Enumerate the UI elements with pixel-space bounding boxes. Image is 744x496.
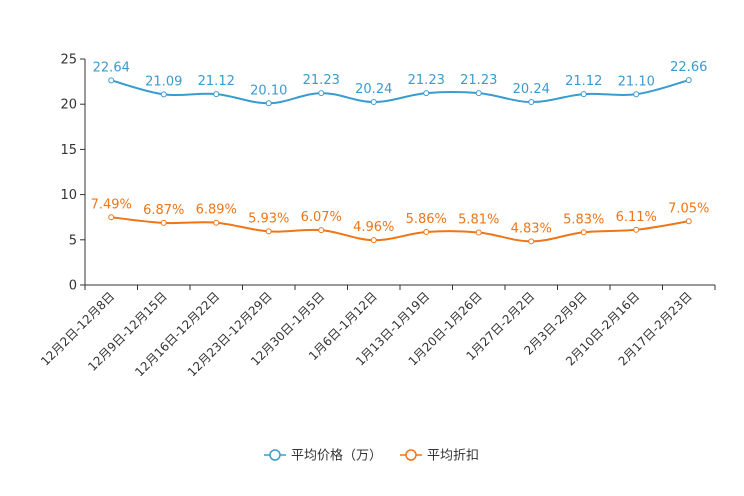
series-1: 7.49% 6.87% 6.89% 5.93% 6.07% 4.96% 5.86% 5.81%… [91,197,709,245]
data-point [685,77,692,84]
data-point [633,91,640,98]
data-label: 5.81% [458,212,499,227]
data-point [160,91,167,98]
series-0: 22.64 21.09 21.12 20.10 21.23 20.24 21.23 21.23… [93,60,707,107]
data-point [108,214,115,221]
data-point [580,91,587,98]
y-tick-label: 25 [60,53,77,68]
series-line [111,216,689,243]
data-label: 21.09 [145,74,182,89]
data-label: 6.87% [143,203,184,218]
data-point [475,229,482,236]
data-label: 21.23 [460,73,497,88]
data-point [685,218,692,225]
legend-label: 平均价格（万） [291,448,382,464]
data-label: 6.11% [616,210,657,225]
data-point [265,228,272,235]
data-point [160,219,167,226]
y-tick-label: 10 [60,188,77,203]
data-label: 22.66 [670,60,707,75]
data-label: 5.93% [248,211,289,226]
data-label: 21.12 [565,74,602,89]
data-point [318,90,325,97]
data-point [370,99,377,106]
data-label: 20.24 [355,82,392,97]
data-point [423,90,430,97]
y-tick-label: 0 [69,279,77,294]
data-point [265,100,272,107]
y-tick-label: 20 [60,98,77,113]
y-tick-label: 5 [69,233,77,248]
data-point [528,238,535,245]
legend-label: 平均折扣 [427,449,479,464]
legend-marker-icon [269,449,281,461]
data-point [370,237,377,244]
data-label: 21.23 [303,73,340,88]
data-point [633,226,640,233]
data-label: 5.83% [563,212,604,227]
data-point [475,90,482,97]
data-label: 7.49% [91,197,132,212]
data-label: 21.10 [618,74,655,89]
data-point [108,77,115,84]
data-point [318,227,325,234]
y-tick-label: 15 [60,143,77,158]
legend: 平均价格（万） 平均折扣 [264,448,479,464]
data-point [528,99,535,106]
data-label: 7.05% [668,201,709,216]
data-label: 21.12 [198,74,235,89]
series-line [110,79,690,105]
data-label: 20.24 [513,82,550,97]
data-point [580,229,587,236]
data-label: 4.96% [353,220,394,235]
legend-item-0[interactable]: 平均价格（万） [264,448,382,464]
data-point [213,219,220,226]
data-label: 21.23 [408,73,445,88]
data-point [213,91,220,98]
data-label: 4.83% [511,221,552,236]
data-label: 20.10 [250,83,287,98]
data-label: 6.89% [196,203,237,218]
data-label: 6.07% [301,210,342,225]
legend-item-1[interactable]: 平均折扣 [400,449,479,464]
data-label: 5.86% [406,212,447,227]
legend-marker-icon [405,449,417,461]
data-label: 22.64 [93,60,130,75]
series-layer: 22.64 21.09 21.12 20.10 21.23 20.24 21.23 21.23… [91,60,709,245]
data-point [423,229,430,236]
